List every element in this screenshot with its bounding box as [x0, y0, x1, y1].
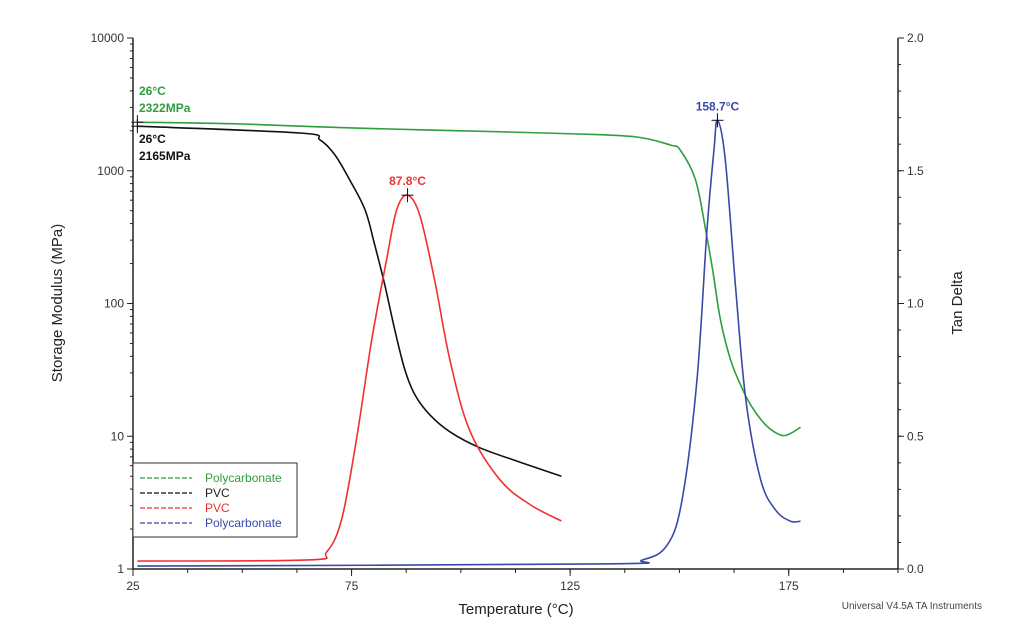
y-axis-label: Storage Modulus (MPa)	[49, 224, 66, 382]
y-tick-label: 100	[104, 297, 124, 311]
footer-text: Universal V4.5A TA Instruments	[842, 601, 982, 612]
y-tick-label: 10	[111, 429, 125, 443]
y2-tick-label: 2.0	[907, 31, 924, 45]
legend-label-0: Polycarbonate	[205, 471, 282, 485]
y2-tick-label: 1.5	[907, 164, 924, 178]
y2-tick-label: 0.0	[907, 562, 924, 576]
legend-box	[132, 462, 298, 538]
annotation-label: 26°C	[139, 84, 166, 98]
annotation-label: 2165MPa	[139, 149, 191, 163]
y2-tick-label: 1.0	[907, 297, 924, 311]
series-group	[137, 119, 801, 567]
annotation-label: 158.7°C	[696, 99, 740, 113]
annotation-label: 87.8°C	[389, 174, 426, 188]
series-line-2	[137, 194, 562, 562]
annotation-label: 26°C	[139, 132, 166, 146]
y2-axis-label: Tan Delta	[949, 271, 966, 335]
y-tick-label: 1	[117, 562, 124, 576]
legend-label-1: PVC	[205, 486, 230, 500]
y2-tick-label: 0.5	[907, 429, 924, 443]
legend-label-2: PVC	[205, 501, 230, 515]
x-tick-label: 25	[126, 579, 140, 593]
legend-label-3: Polycarbonate	[205, 516, 282, 530]
axes: 25 75 125 175 1 10 100 1000 10000 0.0 0.5 1.0 1.5 2.0	[91, 31, 924, 593]
series-line-0	[137, 121, 801, 437]
annotation-label: 2322MPa	[139, 101, 191, 115]
series-line-3	[137, 119, 801, 567]
x-tick-label: 75	[345, 579, 359, 593]
y-tick-label: 1000	[97, 164, 124, 178]
annotations: 26°C 2322MPa 26°C 2165MPa 87.8°C 158.7°C	[131, 84, 740, 203]
series-line-1	[137, 125, 562, 477]
x-axis-label: Temperature (°C)	[458, 601, 573, 618]
x-tick-label: 125	[560, 579, 580, 593]
y-tick-label: 10000	[91, 31, 125, 45]
x-tick-label: 175	[779, 579, 799, 593]
